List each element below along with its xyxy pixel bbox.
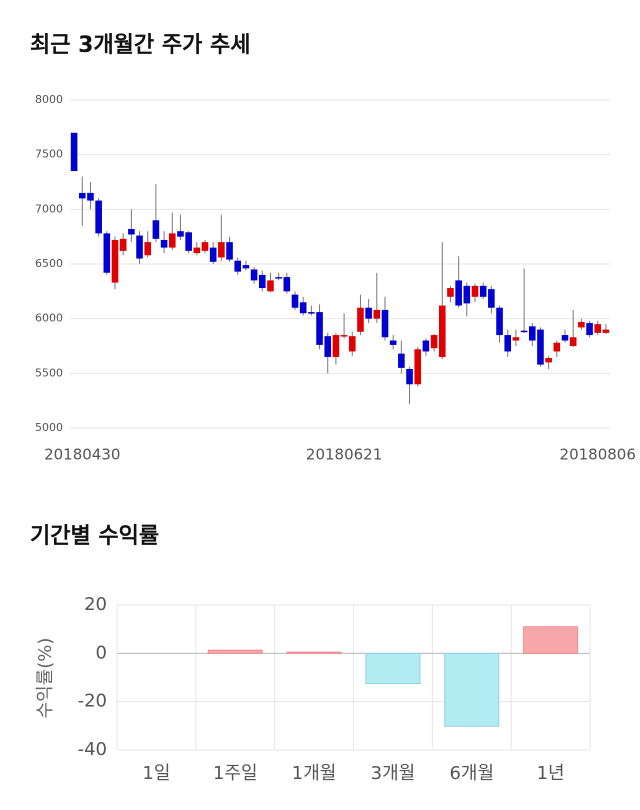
candle-body (471, 285, 479, 297)
x-tick-label: 20180430 (44, 446, 120, 464)
x-tick-label: 20180621 (306, 446, 382, 464)
candle-body (234, 260, 242, 272)
x-tick-label: 20180806 (560, 446, 636, 464)
candle-body (479, 285, 487, 297)
x-tick-label: 6개월 (449, 763, 494, 784)
candle-body (520, 330, 528, 333)
candle-body (291, 294, 299, 308)
x-tick-label: 1년 (537, 763, 565, 784)
candle-body (488, 289, 495, 308)
candle-body (218, 242, 225, 258)
x-tick-label: 1개월 (292, 763, 337, 784)
candle-body (103, 233, 111, 273)
candle-body (455, 280, 462, 306)
candle-body (381, 309, 389, 338)
candle-body (128, 229, 135, 235)
y-tick-label: 7000 (35, 202, 63, 215)
candle-body (569, 337, 577, 346)
y-tick-label: 6500 (35, 257, 63, 270)
y-tick-label: 8000 (35, 93, 63, 106)
bar (207, 649, 263, 654)
candle-body (586, 323, 593, 336)
candle-body (275, 277, 282, 279)
candle-body (316, 312, 323, 345)
candle-body (553, 342, 561, 352)
candle-body (528, 326, 536, 341)
y-tick-label: 5000 (35, 421, 63, 434)
y-tick-label: 5500 (35, 366, 63, 379)
candle-body (561, 335, 569, 341)
candle-body (414, 349, 422, 385)
x-tick-label: 3개월 (371, 763, 416, 784)
candle-body (283, 277, 291, 292)
candle-body (201, 242, 209, 251)
chart-title: 기간별 수익률 (30, 524, 159, 549)
x-tick-label: 1주일 (213, 763, 258, 784)
candle-body (324, 336, 332, 357)
candle-body (594, 324, 602, 333)
candle-body (545, 358, 552, 363)
candle-body (267, 280, 274, 292)
candle-body (87, 192, 94, 201)
candle-body (70, 132, 78, 172)
candle-body (578, 321, 585, 328)
candle-body (430, 335, 438, 349)
candle-body (242, 265, 250, 269)
candle-body (78, 192, 86, 199)
bar (523, 626, 579, 654)
y-tick-label: 7500 (35, 148, 63, 161)
candle-body (209, 247, 217, 262)
candle-body (152, 220, 160, 239)
bar (444, 652, 500, 727)
candle-body (250, 269, 258, 281)
candle-body (95, 200, 102, 234)
candle-body (111, 239, 119, 283)
y-tick-label: -40 (78, 739, 107, 760)
bar (365, 652, 421, 685)
candle-body (226, 242, 233, 260)
candle-body (389, 340, 397, 345)
candle-body (447, 288, 454, 297)
bar (286, 651, 342, 654)
candle-body (422, 340, 430, 352)
candle-body (496, 307, 503, 336)
y-tick-label: -20 (78, 691, 107, 712)
y-tick-label: 6000 (35, 312, 63, 325)
y-axis-label: 수익률(%) (35, 638, 56, 719)
y-tick-label: 20 (84, 594, 107, 615)
candle-body (160, 239, 168, 248)
candle-body (357, 307, 364, 332)
candle-body (340, 335, 348, 337)
candle-body (168, 233, 176, 248)
candle-body (438, 305, 446, 357)
candle-body (332, 335, 340, 357)
candle-body (185, 232, 192, 251)
candle-body (537, 329, 544, 365)
candle-body (373, 309, 381, 319)
x-tick-label: 1일 (142, 763, 170, 784)
chart-title: 최근 3개월간 주가 추세 (30, 33, 250, 58)
candle-body (463, 285, 471, 304)
candle-body (119, 238, 127, 251)
candle-body (299, 302, 307, 314)
candle-body (365, 307, 372, 319)
candle-body (258, 274, 266, 289)
candle-body (504, 335, 512, 352)
candle-body (177, 231, 184, 237)
candle-body (144, 242, 152, 256)
candle-body (602, 329, 610, 333)
candle-body (308, 312, 315, 314)
candle-body (512, 337, 520, 341)
candle-body (398, 353, 405, 368)
candle-body (136, 235, 143, 259)
y-tick-label: 0 (96, 642, 107, 663)
candle-body (348, 336, 356, 352)
candle-body (193, 247, 201, 254)
candle-body (406, 368, 413, 385)
